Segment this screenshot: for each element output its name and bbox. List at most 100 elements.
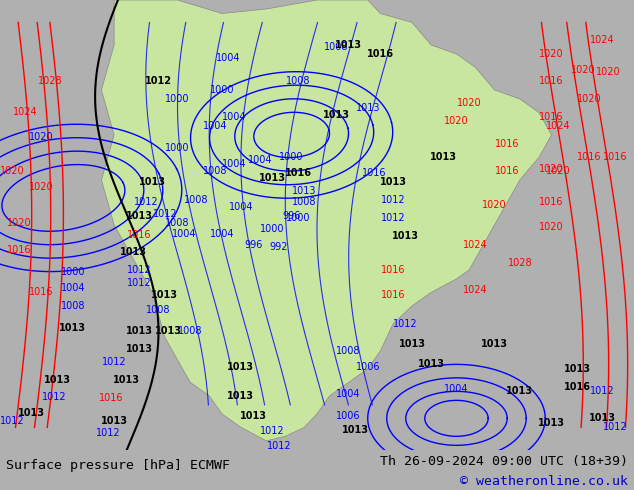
Text: 1012: 1012 [394, 319, 418, 329]
Text: 1013: 1013 [589, 414, 616, 423]
Text: 1016: 1016 [29, 287, 53, 297]
Text: 1012: 1012 [1, 416, 25, 426]
Text: 1016: 1016 [127, 230, 152, 240]
Text: © weatheronline.co.uk: © weatheronline.co.uk [460, 475, 628, 488]
Text: 1000: 1000 [165, 144, 190, 153]
Text: 1020: 1020 [546, 166, 570, 176]
Text: 1012: 1012 [267, 441, 291, 451]
Text: 1013: 1013 [292, 186, 316, 196]
Text: 1012: 1012 [42, 392, 66, 402]
Text: 1016: 1016 [495, 139, 519, 149]
Text: 1008: 1008 [337, 346, 361, 356]
Text: 1013: 1013 [152, 290, 178, 299]
Text: 1013: 1013 [418, 359, 444, 369]
Text: 1020: 1020 [482, 199, 507, 210]
Text: 1012: 1012 [381, 195, 405, 205]
Text: 1008: 1008 [204, 166, 228, 176]
Text: 1008: 1008 [165, 218, 190, 228]
Text: 1004: 1004 [223, 159, 247, 169]
Text: 1020: 1020 [571, 65, 595, 74]
Text: 1013: 1013 [139, 177, 165, 187]
Text: Surface pressure [hPa] ECMWF: Surface pressure [hPa] ECMWF [6, 459, 230, 471]
Text: 1020: 1020 [540, 49, 564, 59]
Text: 1000: 1000 [286, 213, 310, 223]
Text: 1004: 1004 [210, 229, 234, 239]
Text: 1020: 1020 [540, 222, 564, 232]
Text: 1013: 1013 [259, 172, 286, 183]
Text: 1020: 1020 [578, 94, 602, 104]
Text: 1024: 1024 [463, 240, 488, 250]
Text: 1000: 1000 [165, 94, 190, 104]
Text: 1013: 1013 [342, 425, 368, 436]
Text: 1012: 1012 [603, 422, 627, 432]
Text: 1024: 1024 [546, 121, 570, 131]
Text: 1004: 1004 [337, 389, 361, 398]
Text: 1016: 1016 [381, 265, 405, 275]
Text: 1004: 1004 [216, 53, 240, 64]
Text: 1013: 1013 [507, 386, 533, 396]
Text: 1016: 1016 [7, 245, 31, 255]
Text: 1004: 1004 [444, 384, 469, 394]
Text: 1008: 1008 [292, 197, 316, 207]
Text: 1016: 1016 [578, 152, 602, 163]
Text: 1012: 1012 [261, 426, 285, 436]
Text: 1004: 1004 [223, 112, 247, 122]
Text: 1016: 1016 [381, 290, 405, 299]
Text: 1000: 1000 [261, 224, 285, 234]
Text: 1016: 1016 [540, 197, 564, 207]
Text: 1013: 1013 [240, 411, 267, 421]
Text: 1000: 1000 [210, 85, 234, 95]
Text: 1016: 1016 [362, 168, 386, 178]
Text: 1020: 1020 [29, 132, 53, 142]
Text: 1004: 1004 [248, 155, 272, 165]
Text: 1013: 1013 [126, 343, 153, 354]
Text: 1013: 1013 [380, 177, 406, 187]
Text: 1013: 1013 [126, 326, 153, 336]
Text: 1008: 1008 [184, 195, 209, 205]
Text: 1024: 1024 [590, 35, 614, 46]
Text: 1016: 1016 [564, 382, 590, 392]
Text: 1012: 1012 [102, 357, 126, 367]
Text: 1013: 1013 [564, 364, 590, 374]
Text: 1013: 1013 [399, 339, 425, 349]
Text: 1013: 1013 [18, 408, 45, 418]
Text: 1004: 1004 [204, 121, 228, 131]
Polygon shape [101, 0, 552, 441]
Text: 1008: 1008 [146, 305, 171, 316]
Text: 1012: 1012 [590, 386, 614, 396]
Text: 1004: 1004 [172, 229, 196, 239]
Text: 1004: 1004 [61, 283, 85, 293]
Text: 1013: 1013 [44, 375, 70, 385]
Text: 1013: 1013 [228, 362, 254, 371]
Text: 1024: 1024 [463, 285, 488, 295]
Text: 1013: 1013 [126, 211, 153, 221]
Text: 1028: 1028 [39, 76, 63, 86]
Text: 1008: 1008 [61, 301, 85, 311]
Text: 1004: 1004 [229, 202, 253, 212]
Text: 1016: 1016 [285, 168, 311, 178]
Text: 1016: 1016 [495, 166, 519, 176]
Text: 1012: 1012 [145, 76, 172, 86]
Text: 1008: 1008 [324, 42, 348, 52]
Text: 1016: 1016 [367, 49, 394, 59]
Text: 1000: 1000 [61, 267, 85, 277]
Text: 1013: 1013 [538, 418, 565, 428]
Text: 992: 992 [269, 243, 288, 252]
Text: 1013: 1013 [113, 375, 140, 385]
Text: 1013: 1013 [120, 247, 146, 257]
Text: 1013: 1013 [101, 416, 127, 426]
Text: 1006: 1006 [337, 411, 361, 421]
Text: 1013: 1013 [323, 110, 349, 120]
Text: 1016: 1016 [540, 112, 564, 122]
Text: 1012: 1012 [127, 265, 152, 275]
Text: 1020: 1020 [7, 218, 31, 228]
Text: 1012: 1012 [134, 197, 158, 207]
Text: 1016: 1016 [540, 76, 564, 86]
Text: 1020: 1020 [29, 182, 53, 192]
Text: 1006: 1006 [356, 362, 380, 371]
Text: 1013: 1013 [481, 339, 508, 349]
Text: 1000: 1000 [280, 152, 304, 163]
Text: 1013: 1013 [392, 231, 419, 241]
Text: 1013: 1013 [335, 40, 362, 50]
Text: 1020: 1020 [540, 164, 564, 173]
